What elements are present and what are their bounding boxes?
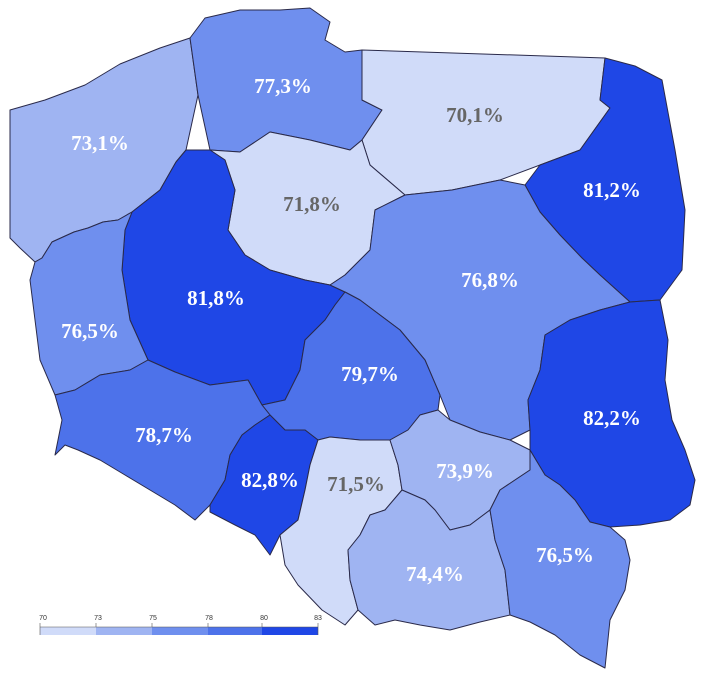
region-lubuskie [29,211,149,396]
legend-bin-3 [152,627,208,635]
label-podlaskie: 81,2% [583,178,641,202]
label-pomorskie: 77,3% [254,74,312,98]
label-warminsko-mazurskie: 70,1% [446,103,504,127]
label-dolnoslaskie: 78,7% [135,423,193,447]
label-podkarpackie: 76,5% [536,543,594,567]
label-wielkopolskie: 81,8% [187,286,245,310]
legend-tick-label: 83 [314,615,322,622]
label-lubelskie: 82,2% [583,406,641,430]
legend-bin-4 [208,627,262,635]
legend-color-scale: 70 73 75 78 80 83 [39,615,322,635]
region-malopolskie [347,489,511,631]
region-podkarpackie [489,449,631,669]
label-zachodniopomorskie: 73,1% [71,131,129,155]
legend-bin-2 [96,627,152,635]
legend-tick-label: 73 [94,615,102,622]
legend-bin-1 [40,627,96,635]
label-lubuskie: 76,5% [61,319,119,343]
label-lodzkie: 79,7% [341,362,399,386]
label-malopolskie: 74,4% [406,562,464,586]
legend-tick-label: 78 [205,615,213,622]
label-mazowieckie: 76,8% [461,268,519,292]
label-opolskie: 82,8% [241,468,299,492]
label-swietokrzyskie: 73,9% [436,459,494,483]
legend-tick-label: 70 [39,615,47,622]
legend-bin-5 [262,627,318,635]
legend-tick-label: 80 [260,615,268,622]
label-kujawsko-pomorskie: 71,8% [283,192,341,216]
legend-tick-label: 75 [149,615,157,622]
label-slaskie: 71,5% [327,472,385,496]
